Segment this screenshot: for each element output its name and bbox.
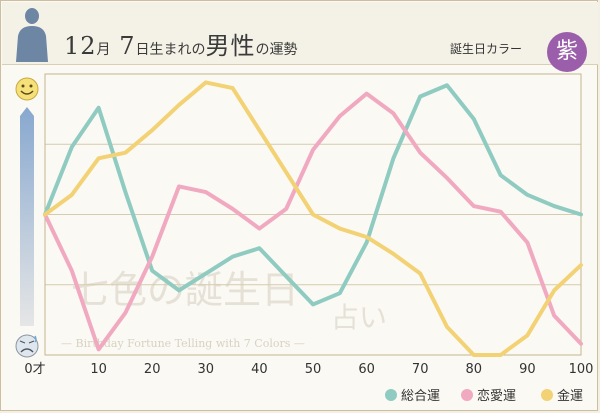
title-day-num: 7	[119, 32, 136, 60]
legend-label: 総合運	[401, 389, 441, 404]
mood-scale	[15, 77, 39, 358]
smile-face-icon	[15, 77, 39, 101]
x-tick-label: 60	[358, 362, 375, 377]
series-line-2	[43, 91, 583, 352]
x-tick-label: 30	[198, 362, 215, 377]
x-tick-label: 100	[569, 362, 594, 377]
series-line-1	[43, 83, 583, 307]
legend-swatch	[461, 389, 473, 401]
title-month-num: 12	[64, 32, 97, 60]
title-month-char: 月	[96, 42, 111, 58]
x-axis-ticks: 0才 10 20 30 40 50 60 70 80 90 100	[24, 362, 593, 377]
legend-swatch	[385, 389, 397, 401]
legend-item-1: 総合運	[385, 385, 440, 404]
male-silhouette-icon	[16, 8, 48, 62]
x-tick-label: 20	[144, 362, 161, 377]
series-line-3	[43, 80, 583, 357]
legend-item-2: 恋愛運	[461, 385, 516, 404]
mood-gradient-bar	[20, 107, 34, 326]
header-bar: 12月 7日生まれの男性の運勢 誕生日カラー 紫	[2, 2, 598, 72]
x-tick-label: 0才	[24, 362, 45, 377]
watermark-sub: 占い	[331, 301, 387, 334]
title-big: 男性	[205, 32, 256, 60]
legend-label: 金運	[557, 389, 584, 404]
x-tick-label: 80	[466, 362, 483, 377]
x-tick-label: 70	[412, 362, 429, 377]
watermark-en: — Birthday Fortune Telling with 7 Colors…	[61, 337, 305, 350]
worried-face-icon	[15, 334, 39, 358]
page-title: 12月 7日生まれの男性の運勢	[64, 26, 297, 61]
birth-color-badge: 紫	[547, 32, 587, 72]
series-group	[43, 80, 583, 357]
legend-swatch	[541, 389, 553, 401]
legend-item-3: 金運	[541, 385, 583, 404]
watermark-main: 七色の誕生日	[71, 268, 299, 312]
birth-color-label: 誕生日カラー	[450, 42, 523, 56]
x-tick-label: 40	[251, 362, 268, 377]
watermark: 七色の誕生日 占い — Birthday Fortune Telling wit…	[61, 268, 387, 350]
title-end: の運勢	[255, 42, 298, 58]
x-tick-label: 50	[305, 362, 322, 377]
x-tick-label: 10	[90, 362, 107, 377]
legend-label: 恋愛運	[477, 389, 517, 404]
title-mid: 日生まれの	[135, 42, 206, 58]
x-tick-label: 90	[519, 362, 536, 377]
